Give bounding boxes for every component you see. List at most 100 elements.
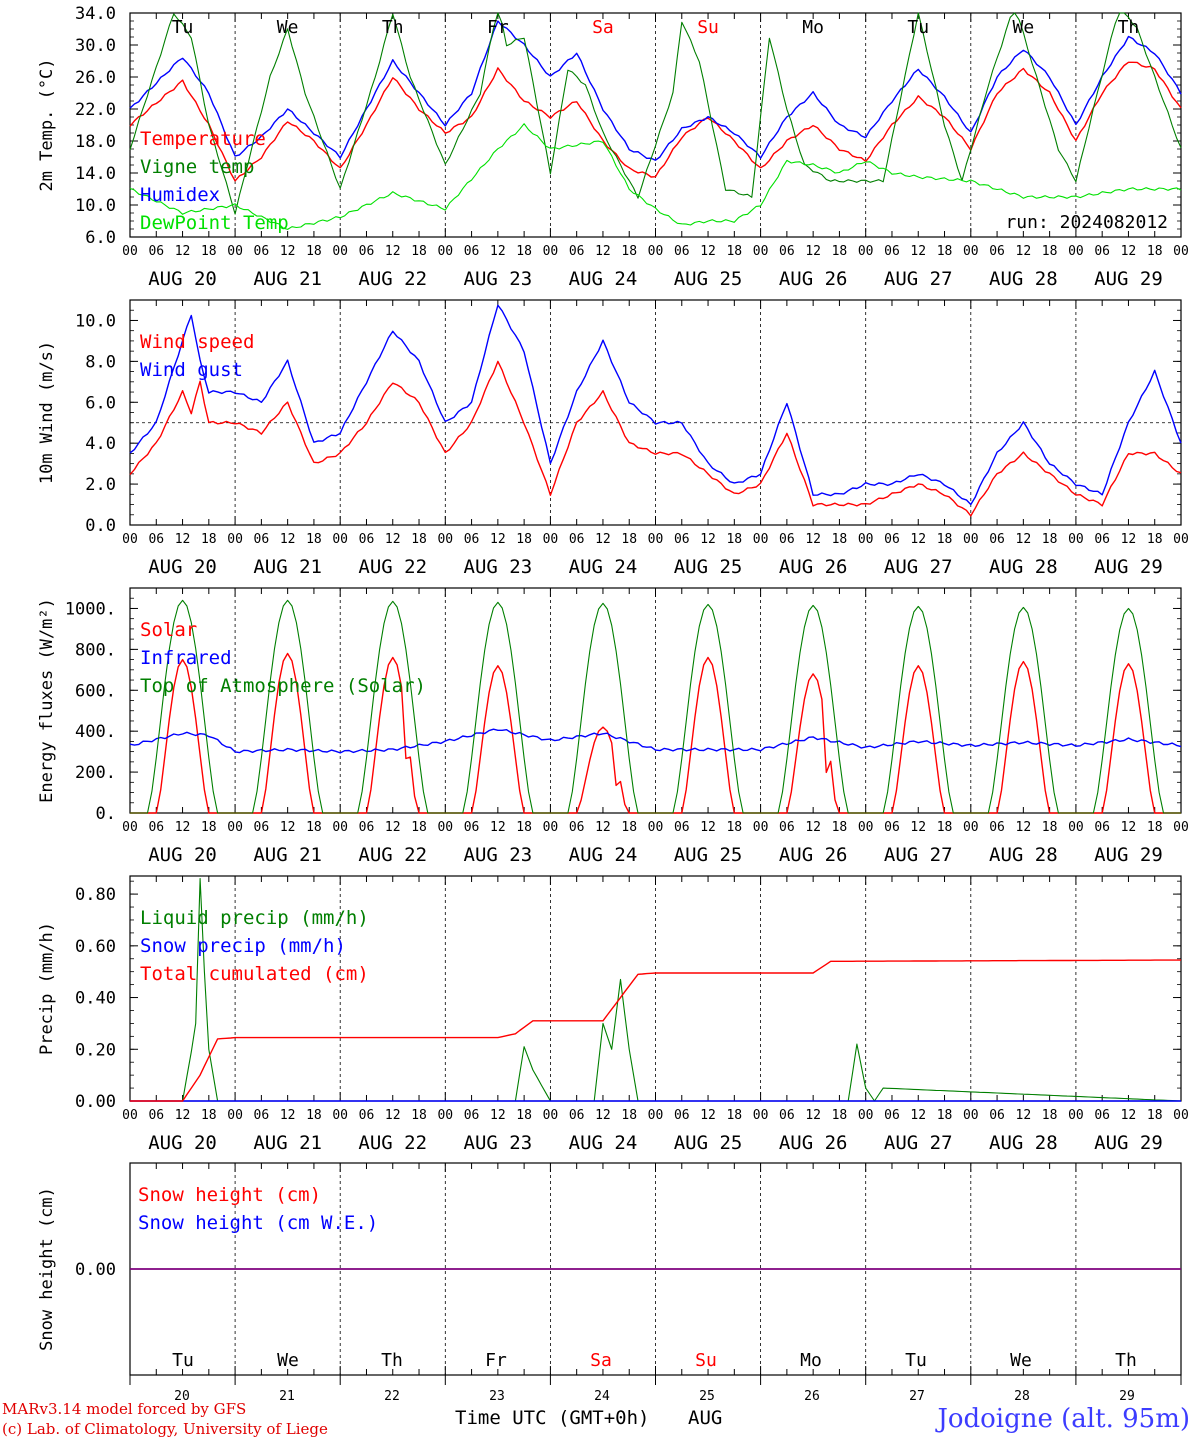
x-hour-label: 18 xyxy=(516,244,532,259)
x-hour-label: 12 xyxy=(910,820,926,835)
series-infrared xyxy=(129,728,1182,754)
x-day-label: AUG 23 xyxy=(464,268,533,290)
panel-1: 34.0 30.0 26.0 22.0 18.0 14.0 10.0 6.0 2m Temp. … xyxy=(37,4,1189,290)
y-tick-label: 34.0 xyxy=(75,4,116,24)
x-hour-label: 18 xyxy=(516,1108,532,1123)
x-day-label: AUG 28 xyxy=(989,268,1058,290)
x-hour-label: 18 xyxy=(937,244,953,259)
x-hour-label: 12 xyxy=(385,244,401,259)
x-day-label: AUG 26 xyxy=(779,1132,848,1154)
x-day-label: AUG 29 xyxy=(1094,1132,1163,1154)
x-hour-label: 06 xyxy=(359,1108,375,1123)
x-hour-label: 06 xyxy=(989,532,1005,547)
bottom-day-8: 27 xyxy=(909,1389,925,1404)
weekday-label: We xyxy=(1013,17,1035,38)
bottom-weekday-2: We xyxy=(277,1350,299,1371)
x-day-label: AUG 28 xyxy=(989,844,1058,866)
legend-entry: Infrared xyxy=(140,647,232,669)
x-hour-label: 12 xyxy=(175,244,191,259)
x-hour-label: 00 xyxy=(543,1108,559,1123)
x-hour-label: 00 xyxy=(1173,820,1189,835)
x-hour-label: 00 xyxy=(332,244,348,259)
x-hour-label: 18 xyxy=(621,1108,637,1123)
x-hour-label: 00 xyxy=(437,532,453,547)
y-tick-label: 0.60 xyxy=(75,937,116,957)
x-hour-label: 18 xyxy=(201,820,217,835)
x-hour-label: 00 xyxy=(648,1108,664,1123)
x-day-label: AUG 20 xyxy=(148,268,217,290)
x-day-label: AUG 26 xyxy=(779,844,848,866)
x-hour-label: 18 xyxy=(832,1108,848,1123)
x-hour-label: 18 xyxy=(1147,532,1163,547)
x-hour-label: 00 xyxy=(543,244,559,259)
series-vigne-temp xyxy=(129,12,1182,215)
x-hour-label: 12 xyxy=(1016,820,1032,835)
x-hour-label: 18 xyxy=(201,1108,217,1123)
run-label: run: 2024082012 xyxy=(1005,212,1168,233)
series-wind-gust xyxy=(129,304,1182,506)
x-hour-label: 12 xyxy=(805,820,821,835)
x-day-label: AUG 23 xyxy=(464,556,533,578)
y-axis-title: Energy fluxes (W/m²) xyxy=(37,598,57,803)
bottom-weekday-1: Tu xyxy=(172,1350,194,1371)
bottom-weekday-row: Tu We Th Fr Sa Su Mo Tu We Th xyxy=(172,1350,1137,1371)
x-hour-label: 06 xyxy=(254,820,270,835)
bottom-weekday-6: Su xyxy=(695,1350,717,1371)
bottom-weekday-5: Sa xyxy=(590,1350,612,1371)
x-hour-label: 18 xyxy=(726,532,742,547)
bottom-day-10: 29 xyxy=(1119,1389,1135,1404)
x-day-label: AUG 20 xyxy=(148,556,217,578)
x-hour-label: 06 xyxy=(989,820,1005,835)
x-hour-label: 06 xyxy=(254,244,270,259)
x-hour-label: 06 xyxy=(884,1108,900,1123)
x-hour-label: 00 xyxy=(437,244,453,259)
bottom-weekday-4: Fr xyxy=(485,1350,507,1371)
x-hour-label: 00 xyxy=(122,244,138,259)
x-hour-label: 12 xyxy=(1121,1108,1137,1123)
x-hour-label: 00 xyxy=(753,532,769,547)
y-tick-label: 8.0 xyxy=(85,352,116,372)
x-hour-label: 12 xyxy=(910,244,926,259)
x-hour-label: 06 xyxy=(1094,532,1110,547)
x-hour-label: 00 xyxy=(648,820,664,835)
y-tick-label: 6.0 xyxy=(85,228,116,248)
legend-entry: Top of Atmosphere (Solar) xyxy=(140,675,426,697)
x-hour-label: 00 xyxy=(227,1108,243,1123)
x-hour-label: 00 xyxy=(122,532,138,547)
weekday-label: Tu xyxy=(907,17,929,38)
y-axis-title: 10m Wind (m/s) xyxy=(37,341,57,484)
y-tick-label: 10.0 xyxy=(75,311,116,331)
x-hour-label: 18 xyxy=(1042,820,1058,835)
x-hour-label: 00 xyxy=(1173,532,1189,547)
y-axis-title: 2m Temp. (°C) xyxy=(37,58,57,191)
x-day-label: AUG 21 xyxy=(253,268,322,290)
legend-entry: Snow height (cm W.E.) xyxy=(138,1212,378,1234)
x-hour-label: 06 xyxy=(148,244,164,259)
x-hour-label: 18 xyxy=(937,1108,953,1123)
x-hour-label: 12 xyxy=(490,532,506,547)
credit-line-1: MARv3.14 model forced by GFS xyxy=(2,1400,246,1418)
x-hour-label: 18 xyxy=(937,820,953,835)
x-day-label: AUG 25 xyxy=(674,1132,743,1154)
x-hour-label: 06 xyxy=(884,820,900,835)
x-hour-label: 06 xyxy=(779,532,795,547)
x-day-label: AUG 20 xyxy=(148,1132,217,1154)
legend-entry: Snow height (cm) xyxy=(138,1184,321,1206)
x-day-label: AUG 21 xyxy=(253,1132,322,1154)
x-hour-label: 18 xyxy=(516,532,532,547)
bottom-day-2: 21 xyxy=(279,1389,295,1404)
x-day-label: AUG 28 xyxy=(989,1132,1058,1154)
x-hour-label: 18 xyxy=(306,244,322,259)
legend-entry: Solar xyxy=(140,619,197,641)
x-hour-label: 12 xyxy=(595,820,611,835)
x-hour-label: 18 xyxy=(306,820,322,835)
x-hour-label: 12 xyxy=(385,532,401,547)
y-tick-label: 2.0 xyxy=(85,475,116,495)
x-day-label: AUG 27 xyxy=(884,268,953,290)
y-tick-label: 18.0 xyxy=(75,132,116,152)
x-hour-label: 06 xyxy=(464,1108,480,1123)
x-hour-label: 12 xyxy=(700,244,716,259)
x-hour-label: 00 xyxy=(227,244,243,259)
x-hour-label: 06 xyxy=(1094,1108,1110,1123)
x-day-label: AUG 25 xyxy=(674,844,743,866)
